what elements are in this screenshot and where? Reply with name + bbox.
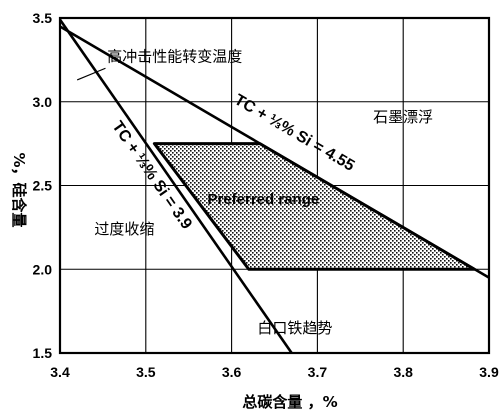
x-tick-label: 3.8 — [393, 364, 413, 380]
plot-frame — [58, 16, 491, 355]
region-annotation: 过度收缩 — [94, 220, 154, 238]
tick-labels: 3.4 3.5 3.6 3.7 3.8 3.9 1.5 2.0 2.5 3.0 3.5 — [33, 10, 499, 380]
region-annotation: 高冲击性能转变温度 — [107, 48, 242, 66]
annotation-leader — [76, 67, 106, 81]
x-axis-title: 总碳含量 ，% — [242, 393, 337, 411]
region-annotation: 石墨漂浮 — [373, 108, 433, 126]
series-layer — [60, 18, 489, 353]
y-tick-label: 2.0 — [33, 261, 53, 277]
x-tick-label: 3.9 — [479, 364, 499, 380]
x-tick-label: 3.7 — [308, 364, 328, 380]
y-tick-label: 1.5 — [33, 345, 53, 361]
y-tick-label: 3.5 — [33, 10, 53, 26]
y-tick-label: 3.0 — [33, 94, 53, 110]
series-line-1 — [60, 25, 489, 279]
y-axis-title: %，硅含量 — [10, 152, 28, 227]
region-annotation: 白口铁趋势 — [257, 319, 332, 337]
x-tick-label: 3.4 — [50, 364, 70, 380]
series-line-2 — [60, 18, 293, 353]
x-tick-label: 3.5 — [136, 364, 156, 380]
x-tick-label: 3.6 — [222, 364, 242, 380]
y-tick-label: 2.5 — [33, 178, 53, 194]
preferred-range-label: Preferred range — [207, 191, 319, 208]
